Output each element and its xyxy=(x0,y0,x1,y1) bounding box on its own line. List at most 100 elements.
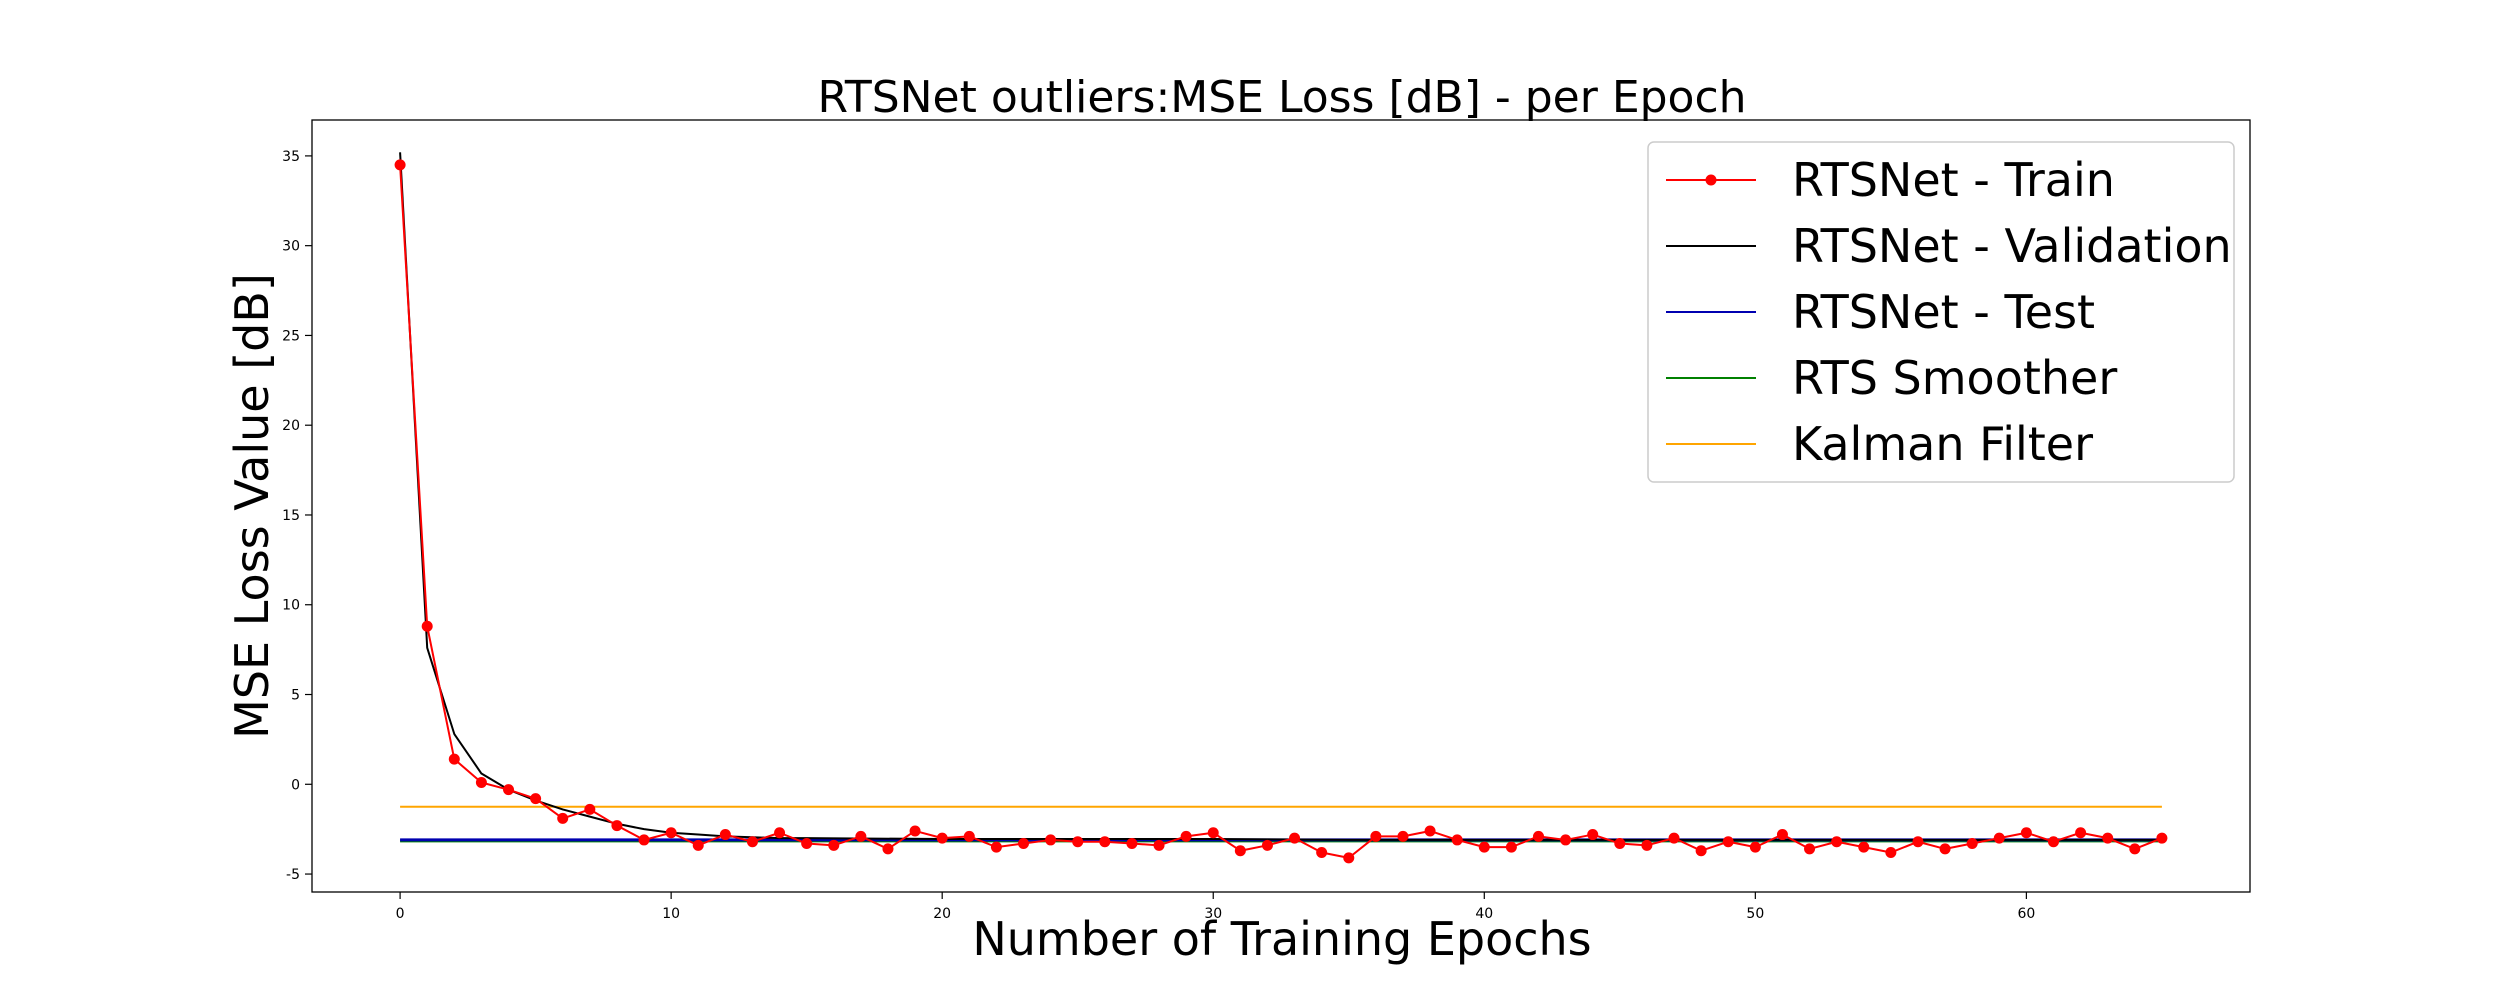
data-point-rtsnet-train xyxy=(2047,836,2059,848)
data-point-rtsnet-train xyxy=(1478,841,1490,853)
data-point-rtsnet-train xyxy=(692,839,704,851)
data-point-rtsnet-train xyxy=(1370,830,1382,842)
x-tick-label: 10 xyxy=(662,906,680,922)
data-point-rtsnet-train xyxy=(1560,834,1572,846)
data-point-rtsnet-train xyxy=(1587,829,1599,841)
y-tick-label: 10 xyxy=(282,598,300,614)
data-point-rtsnet-train xyxy=(421,620,433,632)
data-point-rtsnet-train xyxy=(557,812,569,824)
data-point-rtsnet-train xyxy=(801,838,813,850)
x-tick-label: 40 xyxy=(1475,906,1493,922)
y-axis-ticks: -5 0 5 10 15 20 25 30 35 xyxy=(282,149,312,883)
data-point-rtsnet-train xyxy=(611,820,623,832)
data-point-rtsnet-train xyxy=(1153,839,1165,851)
data-point-rtsnet-train xyxy=(1668,832,1680,844)
data-point-rtsnet-train xyxy=(1939,843,1951,855)
y-tick-label: 35 xyxy=(282,149,300,165)
data-point-rtsnet-train xyxy=(1641,839,1653,851)
data-point-rtsnet-train xyxy=(1505,841,1517,853)
data-point-rtsnet-train xyxy=(936,832,948,844)
data-point-rtsnet-train xyxy=(1614,838,1626,850)
y-tick-label: 30 xyxy=(282,239,300,255)
data-point-rtsnet-train xyxy=(990,841,1002,853)
data-point-rtsnet-train xyxy=(1831,836,1843,848)
legend-label-kalman-filter: Kalman Filter xyxy=(1792,417,2093,471)
data-point-rtsnet-train xyxy=(2156,832,2168,844)
data-point-rtsnet-train xyxy=(719,829,731,841)
y-tick-label: 25 xyxy=(282,328,300,344)
data-point-rtsnet-train xyxy=(1858,841,1870,853)
legend-marker-rtsnet-train xyxy=(1705,174,1717,186)
data-point-rtsnet-train xyxy=(394,159,406,171)
data-point-rtsnet-train xyxy=(2129,843,2141,855)
x-tick-label: 30 xyxy=(1204,906,1222,922)
data-point-rtsnet-train xyxy=(963,830,975,842)
data-point-rtsnet-train xyxy=(1045,834,1057,846)
data-point-rtsnet-train xyxy=(2020,827,2032,839)
data-point-rtsnet-train xyxy=(1126,838,1138,850)
data-point-rtsnet-train xyxy=(746,836,758,848)
data-point-rtsnet-train xyxy=(1451,834,1463,846)
data-point-rtsnet-train xyxy=(638,834,650,846)
plot-frame xyxy=(311,119,2251,893)
x-tick-label: 20 xyxy=(933,906,951,922)
y-tick-label: 5 xyxy=(291,688,300,704)
data-point-rtsnet-train xyxy=(774,827,786,839)
data-point-rtsnet-train xyxy=(1749,841,1761,853)
data-point-rtsnet-train xyxy=(1099,836,1111,848)
data-point-rtsnet-train xyxy=(1993,832,2005,844)
data-point-rtsnet-train xyxy=(1261,839,1273,851)
data-point-rtsnet-train xyxy=(1776,829,1788,841)
x-axis-ticks: 0 10 20 30 40 50 60 xyxy=(396,892,2035,922)
legend: RTSNet - Train RTSNet - Validation RTSNet … xyxy=(1647,141,2235,483)
data-point-rtsnet-train xyxy=(503,784,515,796)
chart-title: RTSNet outliers:MSE Loss [dB] - per Epoc… xyxy=(817,72,1746,123)
y-axis-label: MSE Loss Value [dB] xyxy=(225,273,279,739)
legend-label-rtsnet-test: RTSNet - Test xyxy=(1792,285,2095,339)
y-tick-label: 0 xyxy=(291,777,300,793)
data-point-rtsnet-train xyxy=(882,843,894,855)
y-tick-label: 20 xyxy=(282,418,300,434)
y-tick-label: -5 xyxy=(286,867,300,883)
data-point-rtsnet-train xyxy=(1912,836,1924,848)
data-point-rtsnet-train xyxy=(1018,838,1030,850)
data-point-rtsnet-train xyxy=(1289,832,1301,844)
data-point-rtsnet-train xyxy=(1234,845,1246,857)
data-point-rtsnet-train xyxy=(828,839,840,851)
data-point-rtsnet-train xyxy=(2102,832,2114,844)
data-point-rtsnet-train xyxy=(1966,838,1978,850)
legend-items: RTSNet - Train RTSNet - Validation RTSNet … xyxy=(1666,153,2232,471)
legend-label-rtsnet-train: RTSNet - Train xyxy=(1792,153,2115,207)
legend-frame xyxy=(1647,141,2235,483)
legend-label-rtsnet-validation: RTSNet - Validation xyxy=(1792,219,2232,273)
data-point-rtsnet-train xyxy=(530,793,542,805)
data-point-rtsnet-train xyxy=(1343,852,1355,864)
data-point-rtsnet-train xyxy=(1885,847,1897,859)
data-point-rtsnet-train xyxy=(584,803,596,815)
data-point-rtsnet-train xyxy=(448,753,460,765)
data-point-rtsnet-train xyxy=(1180,830,1192,842)
data-point-rtsnet-train xyxy=(1695,845,1707,857)
data-point-rtsnet-train xyxy=(855,830,867,842)
data-point-rtsnet-train xyxy=(665,827,677,839)
data-point-rtsnet-train xyxy=(909,825,921,837)
data-point-rtsnet-train xyxy=(475,776,487,788)
data-point-rtsnet-train xyxy=(1532,830,1544,842)
data-point-rtsnet-train xyxy=(1804,843,1816,855)
data-point-rtsnet-train xyxy=(1072,836,1084,848)
data-point-rtsnet-train xyxy=(1424,825,1436,837)
x-tick-label: 50 xyxy=(1746,906,1764,922)
legend-label-rts-smoother: RTS Smoother xyxy=(1792,351,2117,405)
data-point-rtsnet-train xyxy=(1207,827,1219,839)
data-point-rtsnet-train xyxy=(1397,830,1409,842)
series-layer xyxy=(394,152,2168,864)
plot-area: 0 10 20 30 40 50 60 -5 0 5 10 15 20 25 30 35 xyxy=(282,119,2251,922)
data-point-rtsnet-train xyxy=(1722,836,1734,848)
x-tick-label: 60 xyxy=(2017,906,2035,922)
data-point-rtsnet-train xyxy=(1316,847,1328,859)
x-tick-label: 0 xyxy=(396,906,405,922)
y-tick-label: 15 xyxy=(282,508,300,524)
data-point-rtsnet-train xyxy=(2075,827,2087,839)
x-axis-label: Number of Training Epochs xyxy=(972,912,1591,966)
